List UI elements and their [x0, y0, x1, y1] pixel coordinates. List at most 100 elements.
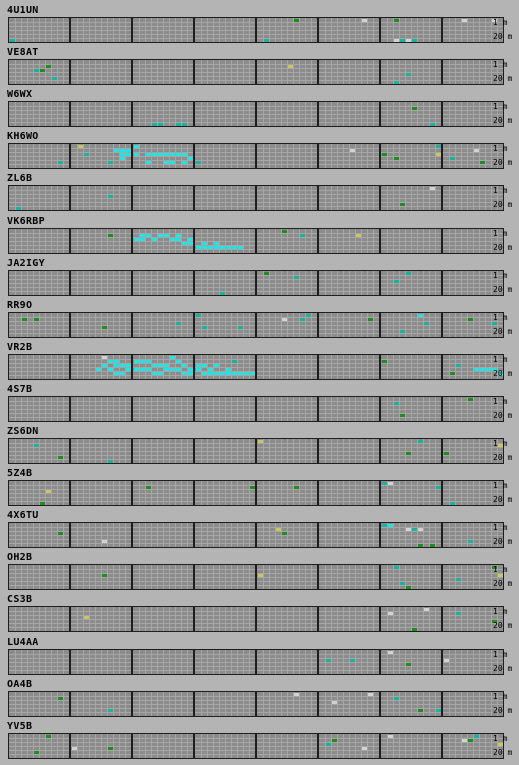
signal-grid	[8, 185, 504, 212]
grid-block-border	[256, 311, 318, 338]
grid-block-border	[318, 395, 380, 422]
grid-lines	[195, 523, 255, 548]
signal-cell	[412, 628, 417, 632]
signal-cell	[208, 371, 213, 375]
grid-block-border	[132, 143, 194, 170]
signal-cell	[300, 317, 305, 321]
signal-cell	[146, 161, 151, 165]
signal-cell	[400, 39, 405, 42]
grid-block-border	[70, 227, 132, 254]
grid-lines	[133, 270, 193, 295]
band-label-top: 1 m	[493, 481, 508, 491]
grid-block-border	[132, 227, 194, 254]
signal-cell	[108, 367, 113, 371]
station-row: RR9O 1 m 20 m	[0, 300, 519, 342]
signal-cell	[450, 502, 455, 506]
signal-cell	[394, 401, 399, 405]
signal-cell	[40, 69, 45, 73]
grid-block-border	[380, 353, 442, 380]
station-row: CS3B 1 m 20 m	[0, 594, 519, 636]
signal-cell	[134, 359, 139, 363]
grid-block-border	[8, 690, 70, 717]
grid-lines	[9, 733, 69, 758]
band-label-top: 1 m	[493, 649, 508, 659]
station-row: 5Z4B 1 m 20 m	[0, 468, 519, 510]
signal-cell	[406, 452, 411, 455]
station-callsign: RR9O	[7, 299, 33, 311]
grid-lines	[257, 565, 317, 590]
grid-lines	[381, 396, 441, 421]
signal-cell	[480, 161, 485, 165]
signal-cell	[140, 237, 145, 241]
signal-cell	[282, 532, 287, 536]
grid-lines	[257, 354, 317, 379]
band-label-bottom: 20 m	[493, 453, 513, 462]
grid-block-border	[256, 395, 318, 422]
grid-block-border	[380, 564, 442, 591]
grid-block-border	[442, 311, 504, 338]
grid-block-border	[8, 185, 70, 212]
station-row: VE8AT 1 m 20 m	[0, 47, 519, 89]
grid-lines	[71, 523, 131, 548]
grid-lines	[381, 481, 441, 506]
station-callsign: ZL6B	[7, 173, 33, 185]
signal-cell	[486, 367, 491, 371]
signal-cell	[400, 329, 405, 333]
signal-cell	[332, 738, 337, 742]
grid-lines	[443, 607, 503, 632]
signal-cell	[102, 540, 107, 544]
signal-cell	[146, 367, 151, 371]
signal-cell	[276, 528, 281, 532]
signal-cell	[498, 371, 503, 375]
signal-cell	[152, 363, 157, 367]
signal-cell	[16, 207, 21, 211]
signal-cell	[120, 371, 125, 375]
signal-cell	[300, 233, 305, 237]
signal-cell	[394, 81, 399, 85]
grid-lines	[443, 733, 503, 758]
signal-cell	[394, 39, 399, 42]
grid-block-border	[70, 59, 132, 86]
grid-block-border	[8, 395, 70, 422]
grid-lines	[443, 102, 503, 127]
grid-lines	[319, 228, 379, 253]
signal-cell	[188, 371, 193, 375]
station-row: 4S7B 1 m 20 m	[0, 384, 519, 426]
grid-lines	[443, 60, 503, 85]
signal-cell	[288, 65, 293, 69]
grid-lines	[381, 649, 441, 674]
grid-block-border	[132, 480, 194, 507]
signal-cell	[226, 371, 231, 375]
grid-block-border	[8, 311, 70, 338]
grid-block-border	[194, 648, 256, 675]
grid-block-border	[132, 606, 194, 633]
signal-cell	[208, 245, 213, 249]
signal-cell	[294, 19, 299, 22]
grid-lines	[71, 354, 131, 379]
grid-block-border	[442, 143, 504, 170]
grid-lines	[257, 396, 317, 421]
signal-cell	[158, 363, 163, 367]
band-label-bottom: 20 m	[493, 537, 513, 547]
signal-cell	[394, 696, 399, 700]
grid-lines	[443, 354, 503, 379]
grid-lines	[195, 481, 255, 506]
grid-lines	[9, 228, 69, 253]
signal-cell	[182, 161, 187, 165]
signal-cell	[456, 578, 461, 582]
signal-cell	[394, 157, 399, 161]
signal-cell	[238, 371, 243, 375]
grid-lines	[319, 523, 379, 548]
grid-block-border	[132, 311, 194, 338]
signal-cell	[102, 325, 107, 329]
signal-cell	[126, 367, 131, 371]
signal-cell	[388, 612, 393, 616]
grid-block-border	[132, 59, 194, 86]
grid-block-border	[380, 101, 442, 128]
grid-block-border	[194, 606, 256, 633]
grid-lines	[257, 523, 317, 548]
grid-block-border	[442, 648, 504, 675]
signal-cell	[34, 69, 39, 73]
band-label-bottom: 20 m	[493, 200, 513, 210]
